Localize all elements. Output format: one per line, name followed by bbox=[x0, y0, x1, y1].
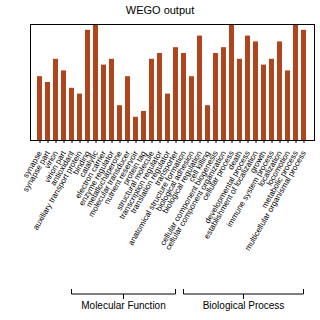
svg-text:Biological Process: Biological Process bbox=[203, 300, 285, 311]
svg-text:cellular component biogenesis: cellular component biogenesis bbox=[158, 149, 220, 247]
svg-text:synapse part: synapse part bbox=[21, 149, 52, 194]
svg-text:immune system process: immune system process bbox=[225, 149, 276, 229]
html-text:WEGO output: WEGO output bbox=[125, 4, 195, 16]
svg-text:cellular component organizatio: cellular component organization bbox=[163, 149, 228, 252]
svg-text:Molecular Function: Molecular Function bbox=[81, 300, 165, 311]
svg-text:metabolic process: metabolic process bbox=[259, 149, 300, 210]
svg-text:developmental process: developmental process bbox=[203, 149, 252, 225]
svg-text:establishment of localization: establishment of localization bbox=[202, 149, 260, 241]
svg-text:synapse: synapse bbox=[21, 149, 44, 180]
svg-text:multicellular organismal proce: multicellular organismal process bbox=[243, 149, 308, 252]
svg-text:anatomical structure formation: anatomical structure formation bbox=[126, 149, 188, 247]
svg-text:auxiliary transport protein: auxiliary transport protein bbox=[31, 149, 84, 232]
svg-text:molecular transducer: molecular transducer bbox=[86, 149, 132, 219]
svg-text:transcription regulator: transcription regulator bbox=[117, 149, 164, 221]
svg-text:antioxidant: antioxidant bbox=[48, 149, 76, 188]
